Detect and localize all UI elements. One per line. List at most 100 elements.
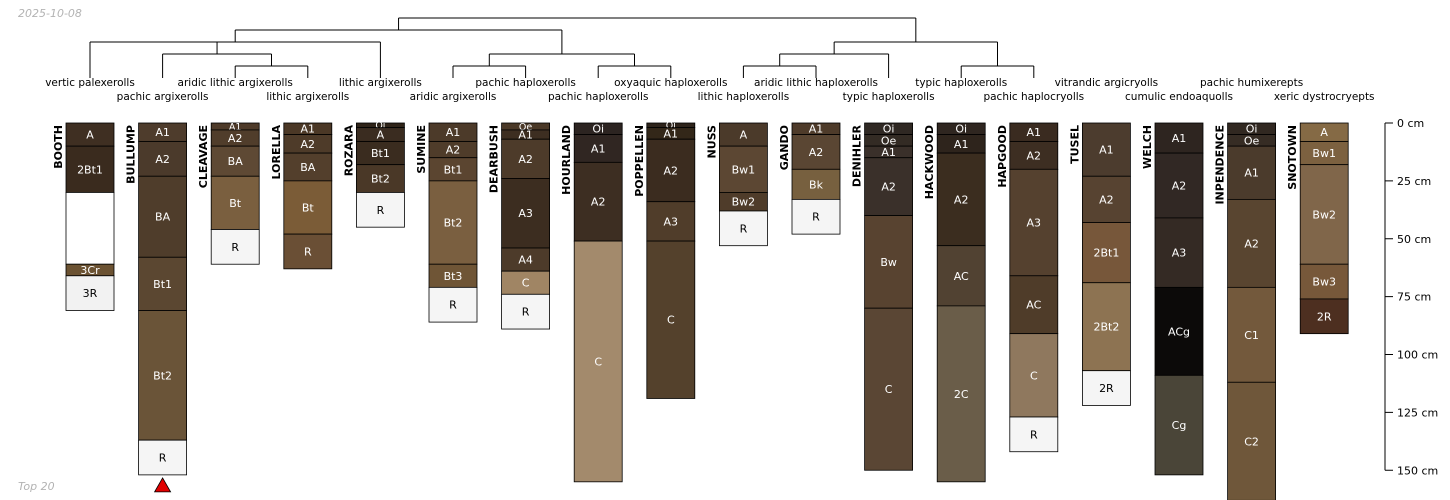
horizon-label: A3 <box>1172 247 1187 260</box>
horizon-label: R <box>231 241 239 254</box>
taxon-label: lithic haploxerolls <box>698 91 790 103</box>
horizon-label: A2 <box>664 164 679 177</box>
horizon-hapgood-1 <box>1009 141 1059 170</box>
horizon-label: Oi <box>666 121 676 132</box>
horizon-welch-0 <box>1154 122 1204 154</box>
profile-lorella: A1 A2 BA Bt R LORELLA <box>270 122 333 270</box>
horizon-nuss-3 <box>719 210 768 247</box>
horizon-lorella-3 <box>283 180 333 235</box>
horizon-bullump-1 <box>138 141 188 177</box>
horizon-cleavage-4 <box>210 229 260 265</box>
horizon-booth-1 <box>65 145 115 193</box>
horizon-label: C1 <box>1244 329 1259 342</box>
horizon-label: Oe <box>881 134 897 147</box>
taxon-label: aridic lithic haploxerolls <box>754 77 878 89</box>
horizon-denihler-5 <box>864 307 913 471</box>
horizon-booth-4 <box>65 275 115 311</box>
depth-axis: 0 cm 25 cm 50 cm 75 cm 100 cm 125 cm 150 cm <box>1384 117 1438 477</box>
profile-id: SUMINE <box>415 125 428 174</box>
profile-booth: A 2Bt1 3Cr 3R BOOTH <box>52 122 115 311</box>
depth-tick-label: 75 cm <box>1397 291 1431 304</box>
profile-id: HAPGOOD <box>996 125 1009 188</box>
taxon-label: aridic lithic argixerolls <box>178 77 293 89</box>
horizon-hapgood-5 <box>1009 416 1059 453</box>
horizon-label: A2 <box>446 144 461 157</box>
horizon-denihler-3 <box>864 157 913 217</box>
horizon-label: Oi <box>375 121 385 132</box>
horizon-label: A3 <box>518 207 533 220</box>
horizon-label: A1 <box>301 123 316 136</box>
depth-tick-label: 125 cm <box>1397 406 1438 419</box>
taxon-label: pachic haploxerolls <box>548 91 649 103</box>
horizon-welch-1 <box>1154 152 1204 219</box>
horizon-tusel-1 <box>1082 175 1131 223</box>
horizon-label: Bt1 <box>444 163 463 176</box>
horizon-label: Oe <box>1244 134 1260 147</box>
horizon-cleavage-3 <box>210 175 260 230</box>
horizon-label: Oi <box>592 123 604 136</box>
profile-tusel: A1 A2 2Bt1 2Bt2 2R TUSEL <box>1068 122 1131 406</box>
horizon-label: A <box>740 129 748 142</box>
taxon-label: oxyaquic haploxerolls <box>614 77 727 89</box>
horizon-rozara-4 <box>355 192 405 228</box>
horizon-label: A2 <box>155 153 170 166</box>
horizon-lorella-4 <box>283 233 333 270</box>
horizon-label: A2 <box>1244 237 1259 250</box>
horizon-lorella-2 <box>283 152 333 182</box>
horizon-gando-3 <box>791 198 841 235</box>
horizon-label: A2 <box>591 196 606 209</box>
horizon-label: 3R <box>83 287 98 300</box>
horizon-label: R <box>812 211 820 224</box>
profile-rozara: OiA Bt1 Bt2 R ROZARA <box>342 121 405 228</box>
horizon-label: A3 <box>664 215 679 228</box>
horizon-label: A <box>86 129 94 142</box>
horizon-label: C <box>885 383 893 396</box>
horizon-rozara-3 <box>355 164 405 193</box>
horizon-label: A2 <box>881 181 896 194</box>
horizon-label: Bt <box>302 201 315 214</box>
horizon-bullump-5 <box>138 439 188 476</box>
horizon-bullump-4 <box>138 310 188 441</box>
profile-id: LORELLA <box>270 125 283 180</box>
horizon-label: A1 <box>809 123 824 136</box>
horizon-hourland-2 <box>573 161 623 242</box>
depth-tick-label: 150 cm <box>1397 464 1438 477</box>
profile-id: GANDO <box>778 125 791 170</box>
depth-tick-label: 50 cm <box>1397 233 1431 246</box>
horizon-label: R <box>1030 428 1038 441</box>
profile-sumine: A1 A2 Bt1 Bt2 Bt3 R SUMINE <box>415 122 478 323</box>
horizon-label: BA <box>300 161 316 174</box>
taxon-label: pachic humixerepts <box>1200 77 1303 89</box>
horizon-label: Bw1 <box>732 163 756 176</box>
horizon-label: A2 <box>301 138 316 151</box>
horizon-label: Bt2 <box>444 217 463 230</box>
horizon-bullump-3 <box>138 256 188 311</box>
horizon-label: A2 <box>1099 193 1114 206</box>
horizon-label: Bt1 <box>371 147 390 160</box>
horizon-label: Bk <box>809 178 824 191</box>
horizon-label: Bw2 <box>732 196 756 209</box>
horizon-label: AC <box>1026 299 1041 312</box>
horizon-label: A1 <box>591 142 606 155</box>
taxon-label: lithic argixerolls <box>339 77 422 89</box>
horizon-label: Oe <box>519 122 532 133</box>
horizon-hourland-1 <box>573 134 623 163</box>
horizon-tusel-2 <box>1082 222 1131 284</box>
horizon-label: C <box>594 355 602 368</box>
horizon-welch-2 <box>1154 217 1204 288</box>
horizon-dearbush-2 <box>501 138 551 179</box>
horizon-label: A2 <box>518 153 533 166</box>
horizon-label: 2R <box>1317 310 1332 323</box>
horizon-inpendence-2 <box>1227 145 1276 200</box>
horizon-tusel-3 <box>1082 282 1131 372</box>
horizon-label: Bw3 <box>1312 276 1336 289</box>
horizon-label: Oi <box>955 123 967 136</box>
profile-id: HOURLAND <box>560 125 573 195</box>
horizon-label: C <box>522 277 530 290</box>
horizon-label: Bt <box>229 197 242 210</box>
horizon-label: Bt1 <box>153 278 172 291</box>
